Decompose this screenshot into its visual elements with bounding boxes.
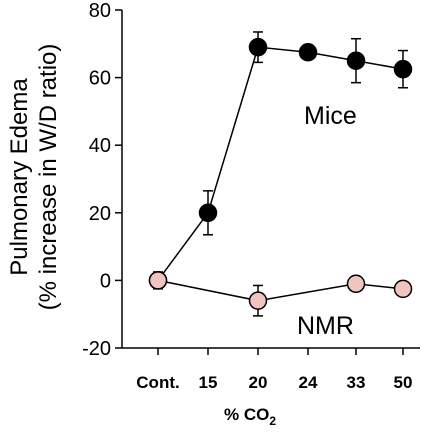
y-tick-label: 40: [89, 135, 111, 157]
data-point-mice: [393, 59, 413, 79]
x-axis-title-subscript: 2: [269, 414, 276, 428]
data-point-mice: [198, 203, 218, 223]
series-layer: [148, 31, 413, 317]
y-axis-title: Pulmonary Edema (% increase in W/D ratio…: [6, 44, 62, 311]
y-tick-label: 0: [100, 270, 111, 292]
x-tick-label: 33: [347, 373, 366, 392]
y-tick-label: -20: [82, 338, 111, 360]
data-point-nmr: [393, 279, 413, 299]
series-nmr: [148, 271, 413, 317]
data-point-mice: [298, 43, 318, 62]
svg-text:% CO2: % CO2: [224, 405, 276, 428]
y-tick-label: 60: [89, 68, 111, 90]
y-tick-label: 20: [89, 203, 111, 225]
data-point-nmr: [346, 274, 366, 294]
x-tick-label: 24: [299, 373, 318, 392]
x-axis-ticks: Cont. 15 20 24 33 50: [136, 348, 412, 392]
data-point-nmr: [248, 291, 268, 310]
series-label-nmr: NMR: [297, 312, 354, 340]
x-tick-label: 15: [199, 373, 218, 392]
y-axis-ticks: -20 0 20 40 60 80: [82, 0, 122, 360]
data-point-nmr: [148, 271, 168, 290]
x-tick-label: 50: [394, 373, 413, 392]
x-tick-label: Cont.: [136, 373, 179, 392]
series-line-nmr: [157, 279, 404, 302]
series-line-mice: [157, 46, 404, 281]
x-axis-title: % CO2: [224, 405, 276, 428]
x-axis-title-main: % CO: [224, 405, 269, 424]
y-tick-label: 80: [89, 0, 111, 22]
series-label-mice: Mice: [304, 102, 357, 130]
y-axis-title-line1: Pulmonary Edema: [6, 78, 33, 276]
data-point-mice: [346, 51, 366, 70]
series-mice: [148, 31, 413, 290]
y-axis-title-line2: (% increase in W/D ratio): [35, 44, 62, 311]
data-point-mice: [248, 37, 268, 57]
x-tick-label: 20: [249, 373, 268, 392]
